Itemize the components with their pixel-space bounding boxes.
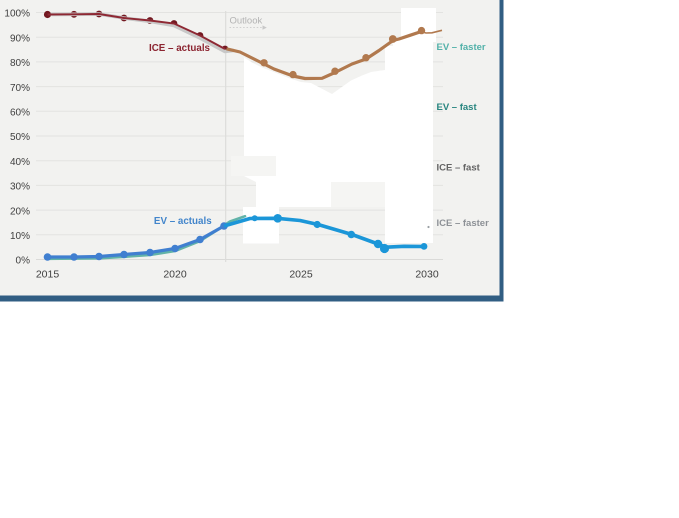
svg-text:60%: 60% <box>10 108 30 119</box>
svg-text:2030: 2030 <box>415 269 439 281</box>
svg-text:80%: 80% <box>10 58 30 69</box>
svg-text:100%: 100% <box>4 9 30 20</box>
svg-text:2015: 2015 <box>36 269 60 281</box>
svg-text:30%: 30% <box>10 182 30 193</box>
svg-text:2025: 2025 <box>289 269 313 281</box>
svg-text:90%: 90% <box>10 33 30 44</box>
svg-text:EV – faster: EV – faster <box>437 42 486 53</box>
svg-text:EV – fast: EV – fast <box>437 102 478 113</box>
svg-text:20%: 20% <box>10 206 30 217</box>
svg-text:0%: 0% <box>16 256 31 267</box>
svg-text:ICE – fast: ICE – fast <box>437 163 481 174</box>
svg-text:10%: 10% <box>10 231 30 242</box>
svg-text:Outlook: Outlook <box>230 16 263 27</box>
svg-text:2020: 2020 <box>163 269 187 281</box>
svg-text:70%: 70% <box>10 83 30 94</box>
svg-text:ICE – actuals: ICE – actuals <box>149 43 211 54</box>
svg-text:EV – actuals: EV – actuals <box>154 216 212 227</box>
svg-text:50%: 50% <box>10 132 30 143</box>
svg-text:40%: 40% <box>10 157 30 168</box>
svg-text:ICE – faster: ICE – faster <box>437 218 490 229</box>
